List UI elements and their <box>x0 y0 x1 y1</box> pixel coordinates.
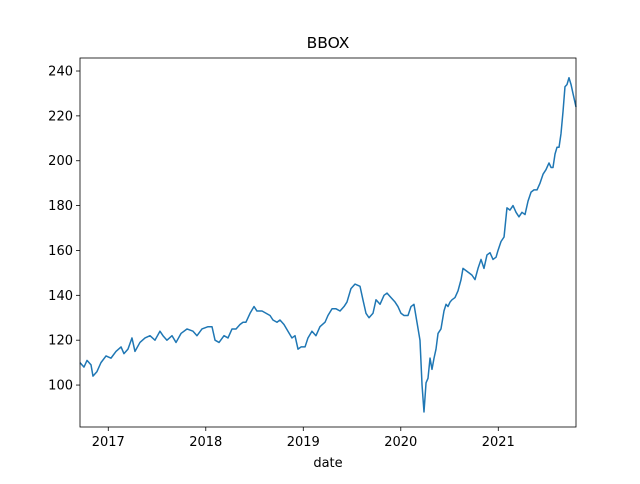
x-tick-label: 2019 <box>287 435 320 450</box>
chart-title: BBOX <box>307 34 350 52</box>
x-axis-label: date <box>313 456 342 471</box>
x-tick-label: 2021 <box>482 435 515 450</box>
y-tick-label: 140 <box>48 289 73 304</box>
y-tick-label: 200 <box>48 154 73 169</box>
x-tick-label: 2018 <box>189 435 222 450</box>
plot-frame <box>79 57 577 428</box>
y-tick-label: 120 <box>48 334 73 349</box>
y-tick-label: 240 <box>48 65 73 80</box>
x-tick-label: 2017 <box>92 435 125 450</box>
y-tick-label: 220 <box>48 109 73 124</box>
x-tick-label: 2020 <box>384 435 417 450</box>
y-tick-label: 160 <box>48 244 73 259</box>
y-tick-label: 180 <box>48 199 73 214</box>
y-tick-label: 100 <box>48 379 73 394</box>
data-line <box>79 76 577 413</box>
